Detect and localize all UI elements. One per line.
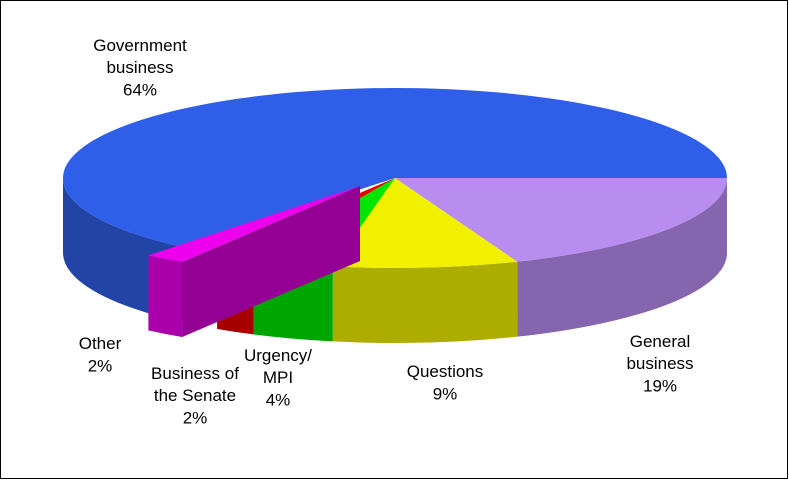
slice-label-line: Other bbox=[79, 334, 122, 353]
slice-label-line: General bbox=[630, 332, 690, 351]
slice bbox=[395, 178, 727, 262]
slice bbox=[148, 186, 360, 262]
slice-label: Government business bbox=[93, 36, 187, 77]
slice-face bbox=[182, 186, 360, 337]
value-label: 64% bbox=[123, 80, 157, 99]
value-label: 2% bbox=[183, 408, 208, 427]
slice-label: General business bbox=[626, 332, 693, 373]
slice-label: Business of the Senate bbox=[151, 364, 239, 405]
value-label: 2% bbox=[88, 356, 113, 375]
slice-label: Urgency/MPI bbox=[244, 346, 312, 387]
slice-label-line: Urgency/ bbox=[244, 346, 312, 365]
value-label: 19% bbox=[643, 376, 677, 395]
slice bbox=[332, 178, 518, 268]
slice-label-line: MPI bbox=[263, 368, 293, 387]
slice-label-line: business bbox=[626, 354, 693, 373]
slice-side bbox=[517, 178, 727, 337]
slice-label-line: Business of bbox=[151, 364, 239, 383]
slice-label-line: Questions bbox=[407, 362, 484, 381]
slice-label-line: the Senate bbox=[154, 386, 236, 405]
value-label: 9% bbox=[433, 384, 458, 403]
slice-label-line: business bbox=[106, 58, 173, 77]
slice-side bbox=[332, 261, 518, 343]
slice-label-line: Government bbox=[93, 36, 187, 55]
slice bbox=[62, 88, 728, 248]
slice-label: Other bbox=[79, 334, 122, 353]
value-label: 4% bbox=[266, 390, 291, 409]
slice-label: Questions bbox=[407, 362, 484, 381]
slice-side bbox=[148, 255, 183, 337]
